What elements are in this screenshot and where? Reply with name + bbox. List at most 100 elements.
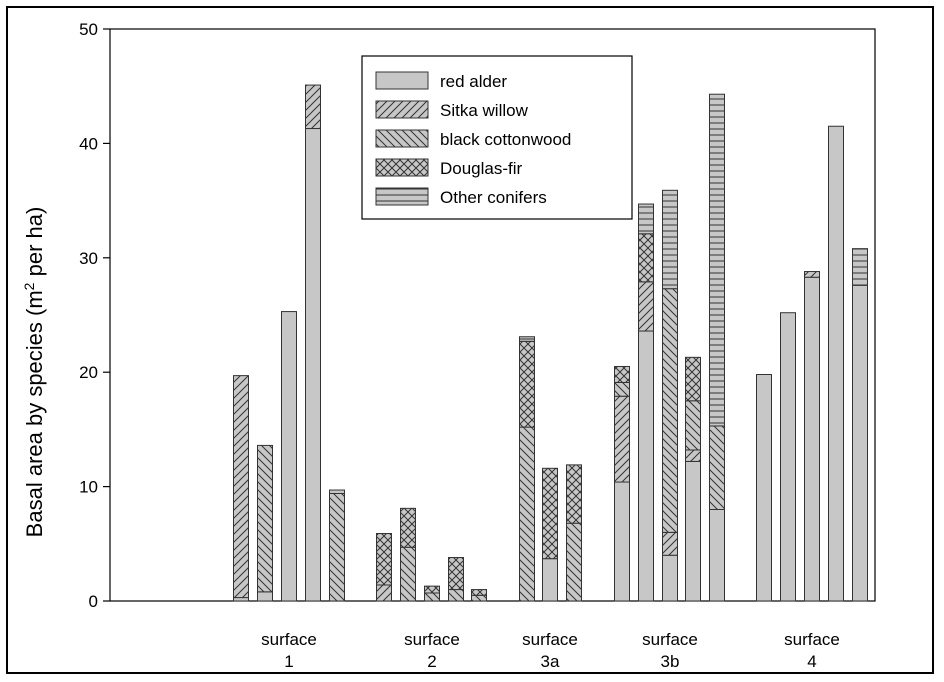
legend-swatch: [375, 129, 429, 148]
legend-item: red alder: [375, 71, 507, 91]
bar-segment-red-alder: [257, 591, 273, 602]
legend-label: Douglas-fir: [440, 159, 523, 178]
x-category-label: surface: [642, 630, 698, 649]
bar: [638, 203, 654, 602]
bar-segment-douglas-fir: [614, 365, 630, 383]
bar-segment-red-alder: [662, 554, 678, 602]
bar: [709, 93, 725, 602]
bars: [233, 84, 868, 602]
bar-segment-red-alder: [233, 597, 249, 602]
bar: [376, 533, 392, 602]
x-category-number: 3b: [661, 652, 680, 671]
bar-segment-black-cottonwood: [448, 589, 464, 602]
bar-segment-black-cottonwood: [329, 492, 345, 602]
bar-segment-red-alder: [780, 312, 796, 602]
bar-segment-red-alder: [542, 558, 558, 602]
bar-segment-douglas-fir: [542, 467, 558, 560]
bar-segment-other-conifers: [519, 336, 535, 342]
bar: [780, 312, 796, 602]
bar: [852, 248, 868, 602]
bar-segment-sitka-willow: [804, 271, 820, 278]
bar-segment-black-cottonwood: [400, 546, 416, 602]
legend-label: Other conifers: [440, 188, 547, 207]
bar: [519, 336, 535, 602]
bar-segment-black-cottonwood: [424, 592, 440, 602]
bar: [756, 373, 772, 602]
bar-segment-black-cottonwood: [709, 425, 725, 510]
bar-segment-red-alder: [281, 311, 297, 602]
bar-segment-sitka-willow: [662, 531, 678, 556]
bar-segment-black-cottonwood: [685, 400, 701, 451]
x-category-label: surface: [261, 630, 317, 649]
y-tick-label: 30: [79, 249, 98, 268]
bar-segment-other-conifers: [709, 93, 725, 427]
bar: [685, 356, 701, 602]
bar: [804, 271, 820, 602]
bar-segment-sitka-willow: [685, 449, 701, 462]
bar-segment-red-alder: [305, 128, 321, 602]
x-category-number: 1: [284, 652, 293, 671]
figure-frame: [6, 6, 934, 674]
bar-segment-other-conifers: [638, 203, 654, 235]
bar-segment-red-alder: [804, 276, 820, 602]
bar: [448, 557, 464, 602]
bar-segment-douglas-fir: [519, 340, 535, 428]
bar-segment-sitka-willow: [638, 281, 654, 332]
y-tick-label: 50: [79, 20, 98, 39]
bar-segment-red-alder: [828, 125, 844, 602]
bar-segment-douglas-fir: [471, 589, 487, 596]
bar: [662, 189, 678, 602]
y-tick-label: 20: [79, 363, 98, 382]
bar-segment-black-cottonwood: [662, 288, 678, 533]
bar-segment-black-cottonwood: [566, 522, 582, 602]
bar-segment-red-alder: [852, 284, 868, 602]
legend-item: Other conifers: [375, 187, 547, 207]
bar-segment-black-cottonwood: [257, 444, 273, 593]
legend-item: Douglas-fir: [375, 158, 523, 178]
bar: [542, 467, 558, 602]
bar-segment-sitka-willow: [233, 375, 249, 599]
legend-label: red alder: [440, 72, 507, 91]
legend-item: black cottonwood: [375, 129, 571, 149]
y-axis: 0 10 20 30 40 50: [79, 20, 876, 611]
legend-item: Sitka willow: [375, 100, 529, 120]
bar-segment-red-alder: [756, 373, 772, 602]
x-category-label: surface: [404, 630, 460, 649]
legend-label: black cottonwood: [440, 130, 571, 149]
bar-segment-black-cottonwood: [519, 426, 535, 602]
bar-segment-douglas-fir: [638, 233, 654, 283]
bar-segment-douglas-fir: [424, 585, 440, 594]
x-category-label: surface: [522, 630, 578, 649]
bar-segment-douglas-fir: [566, 464, 582, 524]
bar-segment-red-alder: [614, 481, 630, 602]
bar-segment-red-alder: [638, 330, 654, 602]
bar-segment-other-conifers: [329, 489, 345, 494]
bar: [614, 365, 630, 602]
y-tick-label: 10: [79, 478, 98, 497]
bar: [471, 589, 487, 602]
legend-swatch: [375, 71, 429, 90]
legend-swatch: [375, 100, 429, 119]
bar: [233, 375, 249, 602]
legend-swatch: [375, 187, 429, 206]
bar-segment-other-conifers: [852, 248, 868, 286]
bar-segment-douglas-fir: [400, 507, 416, 548]
bar-segment-douglas-fir: [685, 356, 701, 402]
bar: [828, 125, 844, 602]
bar-segment-black-cottonwood: [471, 594, 487, 602]
bar: [424, 585, 440, 602]
bar: [329, 489, 345, 602]
plot-area-border: [109, 28, 876, 602]
bar-segment-douglas-fir: [448, 557, 464, 591]
x-axis-category-labels: surface 1 surface 2 surface 3a surface 3b surfac…: [261, 630, 840, 671]
y-axis-title: Basal area by species (m2 per ha): [21, 207, 47, 538]
bar: [305, 84, 321, 602]
y-tick-label: 40: [79, 134, 98, 153]
legend: red alder Sitka willow black cottonwood Dou…: [361, 55, 633, 220]
x-category-number: 3a: [541, 652, 560, 671]
bar-segment-other-conifers: [662, 189, 678, 290]
x-category-number: 4: [807, 652, 816, 671]
bar: [400, 507, 416, 602]
